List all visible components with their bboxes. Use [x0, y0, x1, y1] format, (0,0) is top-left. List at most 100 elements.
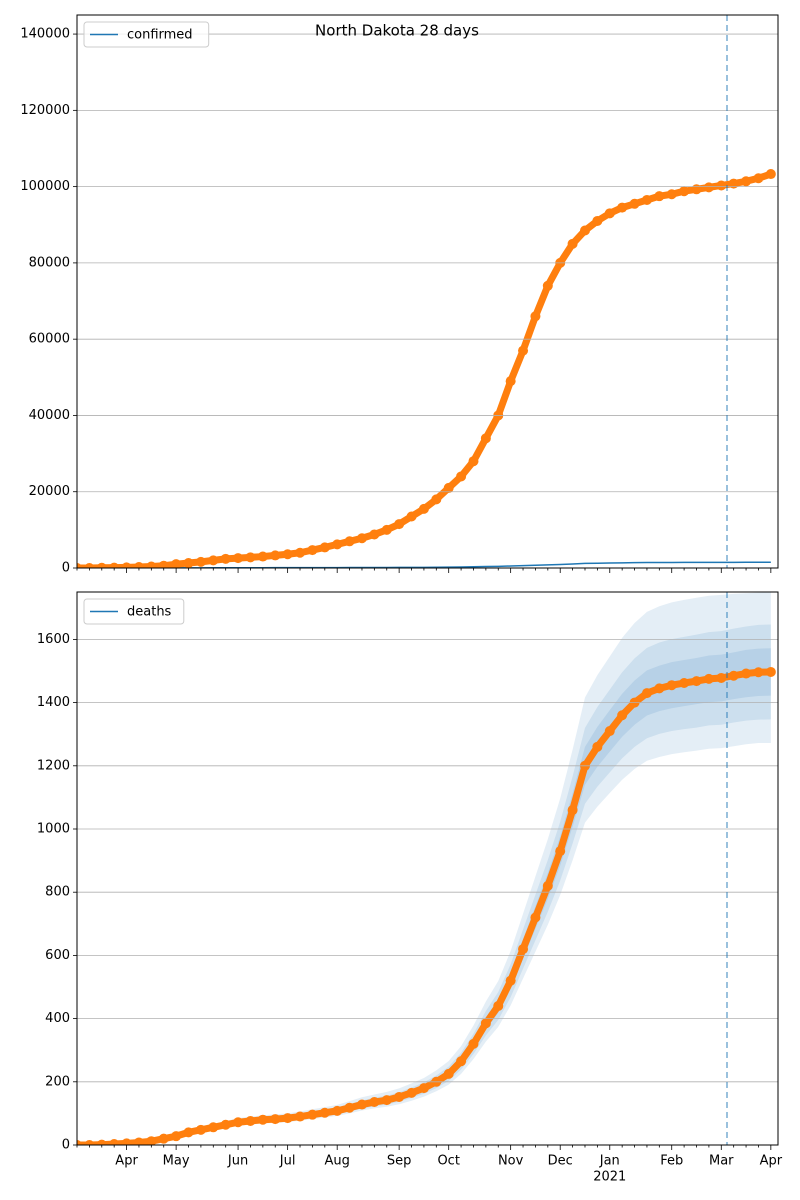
observed-point	[418, 1083, 429, 1094]
observed-point	[753, 173, 764, 184]
observed-point	[220, 553, 231, 564]
y-tick-label: 0	[62, 1138, 70, 1153]
confidence-band	[77, 624, 771, 1145]
observed-point	[443, 1068, 454, 1079]
observed-point	[654, 683, 665, 694]
observed-point	[282, 1113, 293, 1124]
observed-point	[753, 667, 764, 678]
observed-point	[356, 1099, 367, 1110]
observed-point	[666, 189, 677, 200]
observed-point	[530, 311, 541, 322]
observed-point	[456, 471, 467, 482]
y-tick-label: 100000	[20, 179, 70, 194]
observed-point	[703, 182, 714, 193]
observed-point	[319, 542, 330, 553]
observed-point	[765, 666, 776, 677]
x-tick-label: Sep	[387, 1154, 412, 1169]
observed-point	[716, 672, 727, 683]
observed-point	[741, 176, 752, 187]
observed-point	[195, 556, 206, 567]
observed-point	[505, 975, 516, 986]
legend-label: deaths	[127, 605, 172, 620]
observed-point	[319, 1107, 330, 1118]
observed-point	[171, 559, 182, 568]
observed-point	[146, 1136, 157, 1145]
observed-point	[195, 1124, 206, 1135]
observed-point	[518, 345, 529, 356]
observed-point	[257, 1114, 268, 1125]
y-tick-label: 40000	[29, 408, 70, 423]
x-tick-label: Mar	[709, 1154, 734, 1169]
observed-point	[146, 561, 157, 568]
observed-point	[617, 202, 628, 213]
y-tick-label: 140000	[20, 27, 70, 42]
observed-point	[295, 1111, 306, 1122]
observed-point	[604, 726, 615, 737]
observed-point	[307, 545, 318, 556]
observed-point	[443, 482, 454, 493]
observed-point	[171, 1131, 182, 1142]
observed-point	[679, 186, 690, 197]
x-tick-label: Jan	[599, 1154, 620, 1169]
observed-point	[344, 1102, 355, 1113]
observed-point	[208, 1122, 219, 1133]
observed-point	[493, 1000, 504, 1011]
observed-point	[381, 1095, 392, 1106]
observed-point	[394, 1091, 405, 1102]
observed-point	[480, 433, 491, 444]
observed-point	[183, 1127, 194, 1138]
observed-point	[245, 552, 256, 563]
axes-frame	[76, 591, 779, 1146]
observed-point	[617, 710, 628, 721]
observed-point	[691, 676, 702, 687]
observed-point	[220, 1119, 231, 1130]
legend-box	[83, 598, 185, 625]
x-tick-label: Aug	[324, 1154, 349, 1169]
observed-point	[567, 805, 578, 816]
confidence-band	[77, 648, 771, 1145]
observed-point	[406, 1087, 417, 1098]
observed-point	[542, 880, 553, 891]
observed-point	[555, 846, 566, 857]
observed-point	[716, 180, 727, 191]
observed-point	[629, 198, 640, 209]
y-tick-label: 80000	[29, 255, 70, 270]
x-tick-label: Nov	[498, 1154, 524, 1169]
observed-point	[480, 1018, 491, 1029]
y-tick-label: 400	[45, 1011, 70, 1026]
y-tick-label: 1600	[37, 632, 70, 647]
observed-point	[592, 215, 603, 226]
observed-point	[332, 539, 343, 550]
observed-point	[233, 1117, 244, 1128]
x-year-label: 2021	[593, 1170, 626, 1185]
observed-point	[109, 562, 120, 568]
observed-point	[208, 555, 219, 566]
y-tick-label: 120000	[20, 103, 70, 118]
observed-point	[394, 519, 405, 530]
observed-point	[728, 670, 739, 681]
observed-point	[307, 1109, 318, 1120]
observed-point	[431, 494, 442, 505]
y-tick-label: 1200	[37, 758, 70, 773]
observed-point	[270, 1114, 281, 1125]
y-tick-label: 200	[45, 1074, 70, 1089]
observed-point	[257, 551, 268, 562]
observed-point	[691, 184, 702, 195]
x-tick-label: Jul	[279, 1154, 296, 1169]
observed-point	[369, 1097, 380, 1108]
observed-point	[765, 169, 776, 180]
observed-point	[84, 1140, 95, 1145]
plot-area	[77, 169, 776, 568]
observed-point	[530, 912, 541, 923]
observed-point	[654, 191, 665, 202]
observed-point	[542, 280, 553, 291]
observed-point	[579, 225, 590, 236]
legend-box	[83, 21, 210, 48]
x-tick-label: Jun	[227, 1154, 248, 1169]
x-tick-label: Oct	[437, 1154, 459, 1169]
plot-area	[77, 592, 776, 1145]
observed-point	[183, 558, 194, 568]
observed-point	[96, 562, 107, 568]
observed-point	[505, 376, 516, 387]
observed-point	[233, 553, 244, 564]
